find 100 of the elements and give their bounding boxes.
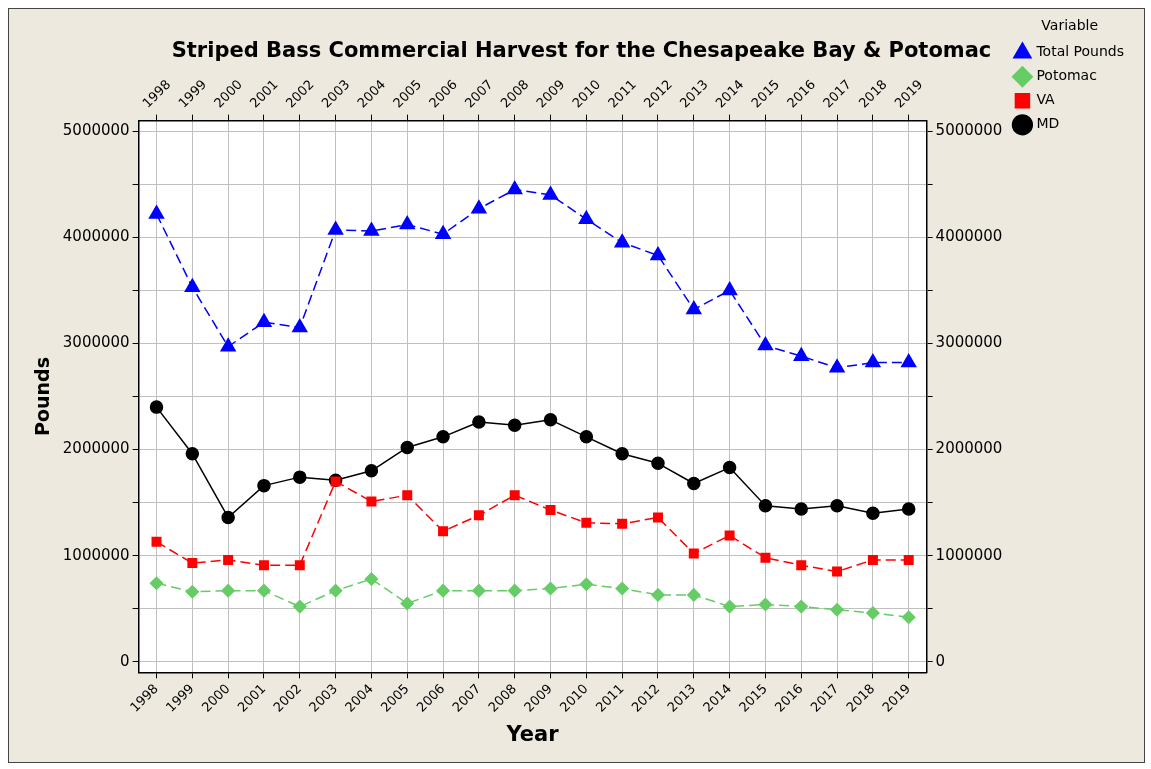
point: [258, 560, 269, 571]
point: [436, 583, 450, 598]
y-tick-label: 3000000: [62, 333, 130, 352]
point: [760, 552, 771, 563]
chart-title: Striped Bass Commercial Harvest for the Chesapeake Bay & Potomac: [171, 38, 992, 63]
point: [185, 584, 200, 599]
point: [651, 456, 665, 471]
y2-tick-label: 0: [935, 651, 946, 670]
point: [903, 554, 914, 565]
point: [722, 599, 737, 614]
x-axis-title: Year: [505, 721, 560, 746]
point: [149, 400, 164, 414]
point: [221, 510, 235, 525]
point: [866, 506, 880, 520]
y2-tick-label: 5000000: [935, 121, 1003, 140]
point: [865, 353, 881, 368]
point: [830, 499, 844, 513]
point: [435, 225, 451, 239]
point: [615, 581, 629, 596]
point: [364, 464, 379, 478]
y-tick-label: 2000000: [62, 439, 130, 458]
point: [436, 430, 450, 444]
y-tick-label: 4000000: [62, 227, 130, 246]
legend-title: Variable: [1041, 16, 1099, 33]
point: [757, 336, 774, 351]
point: [866, 606, 880, 620]
legend-label: VA: [1036, 91, 1056, 108]
point: [507, 583, 522, 598]
point: [399, 215, 415, 230]
legend-label: MD: [1036, 115, 1060, 132]
point: [294, 560, 305, 571]
point: [617, 518, 628, 529]
point: [184, 278, 201, 292]
point: [293, 599, 307, 614]
point: [578, 210, 595, 225]
point: [687, 588, 701, 602]
point: [473, 510, 484, 521]
point: [829, 359, 845, 373]
point: [223, 554, 234, 565]
point: [688, 548, 699, 559]
point: [472, 415, 486, 429]
point: [901, 353, 917, 368]
point: [221, 583, 235, 598]
point: [257, 583, 271, 598]
point: [400, 596, 414, 611]
point: [256, 313, 272, 327]
point: [687, 476, 701, 491]
point: [472, 583, 486, 598]
point: [471, 199, 487, 214]
point: [438, 526, 449, 537]
point: [509, 490, 520, 501]
point: [187, 558, 198, 569]
y2-tick-label: 4000000: [935, 227, 1003, 246]
point: [724, 530, 735, 541]
point: [220, 337, 236, 352]
y-tick-label: 0: [120, 651, 130, 670]
point: [579, 430, 594, 444]
y2-tick-label: 3000000: [935, 333, 1003, 352]
point: [721, 281, 738, 296]
point: [867, 554, 878, 565]
point: [832, 566, 843, 577]
point: [149, 576, 164, 590]
point: [293, 470, 307, 484]
point: [366, 496, 377, 507]
y-tick-label: 1000000: [62, 545, 130, 564]
point: [185, 447, 200, 461]
point: [794, 599, 808, 614]
point: [402, 490, 413, 501]
point: [542, 186, 559, 200]
point: [901, 610, 916, 624]
point: [686, 300, 702, 315]
point: [650, 246, 666, 261]
point: [543, 581, 558, 596]
y2-tick-label: 2000000: [935, 439, 1003, 458]
point: [830, 603, 844, 617]
point: [364, 572, 379, 586]
point: [151, 536, 162, 547]
point: [545, 505, 556, 516]
point: [758, 597, 773, 612]
point: [651, 588, 665, 602]
point: [327, 221, 344, 235]
point: [758, 499, 773, 513]
point: [794, 502, 808, 516]
point: [148, 205, 165, 219]
point: [722, 460, 737, 475]
point: [615, 447, 629, 461]
point: [581, 517, 592, 528]
y-tick-label: 5000000: [62, 121, 130, 140]
legend-label: Total Pounds: [1035, 43, 1125, 60]
legend-label: Potomac: [1036, 67, 1097, 84]
point: [292, 318, 308, 333]
point: [543, 413, 558, 427]
point: [328, 583, 343, 598]
point: [652, 512, 663, 523]
point: [579, 577, 594, 592]
y-axis-title: Pounds: [31, 357, 54, 436]
point: [400, 440, 414, 455]
point: [363, 222, 380, 236]
point: [257, 478, 271, 493]
point: [901, 502, 916, 516]
